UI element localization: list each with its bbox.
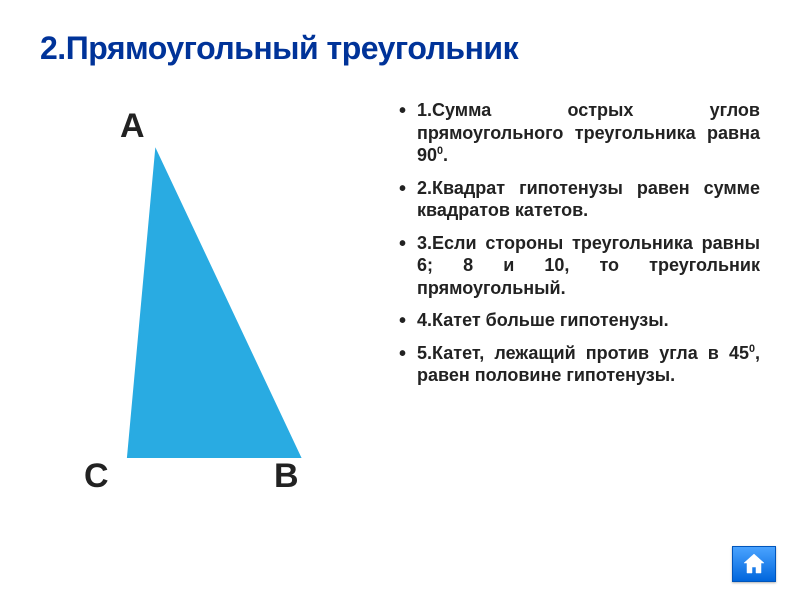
item-number: 1 [417, 100, 427, 120]
vertex-a-label: A [120, 107, 145, 146]
triangle-diagram: A В С [40, 91, 385, 511]
item-number: 5 [417, 343, 427, 363]
item-number: 2 [417, 178, 427, 198]
item-text: Квадрат гипотенузы равен сумме квадратов… [417, 178, 760, 221]
list-item: 1.Сумма острых углов прямоугольного треу… [395, 99, 760, 167]
triangle-svg [40, 91, 385, 511]
page-title: 2.Прямоугольный треугольник [40, 30, 760, 67]
list-item: 2.Квадрат гипотенузы равен сумме квадрат… [395, 177, 760, 222]
list-item: 3.Если стороны треугольника равны 6; 8 и… [395, 232, 760, 300]
list-item: 5.Катет, лежащий против угла в 450, раве… [395, 342, 760, 387]
item-text: Катет больше гипотенузы. [432, 310, 669, 330]
statements-list: 1.Сумма острых углов прямоугольного треу… [395, 99, 760, 387]
home-button[interactable] [732, 546, 776, 582]
item-text: Если стороны треугольника равны 6; 8 и 1… [417, 233, 760, 298]
item-number: 4 [417, 310, 427, 330]
item-tail: . [443, 145, 448, 165]
item-number: 3 [417, 233, 427, 253]
statements-column: 1.Сумма острых углов прямоугольного треу… [395, 91, 760, 511]
list-item: 4.Катет больше гипотенузы. [395, 309, 760, 332]
content-row: A В С 1.Сумма острых углов прямоугольног… [40, 91, 760, 511]
vertex-b-label: В [274, 457, 299, 496]
item-text: Сумма острых углов прямоугольного треуго… [417, 100, 760, 165]
item-text: Катет, лежащий против угла в 45 [432, 343, 749, 363]
home-icon [742, 553, 766, 575]
vertex-c-label: С [84, 457, 109, 496]
triangle-shape [128, 151, 300, 457]
